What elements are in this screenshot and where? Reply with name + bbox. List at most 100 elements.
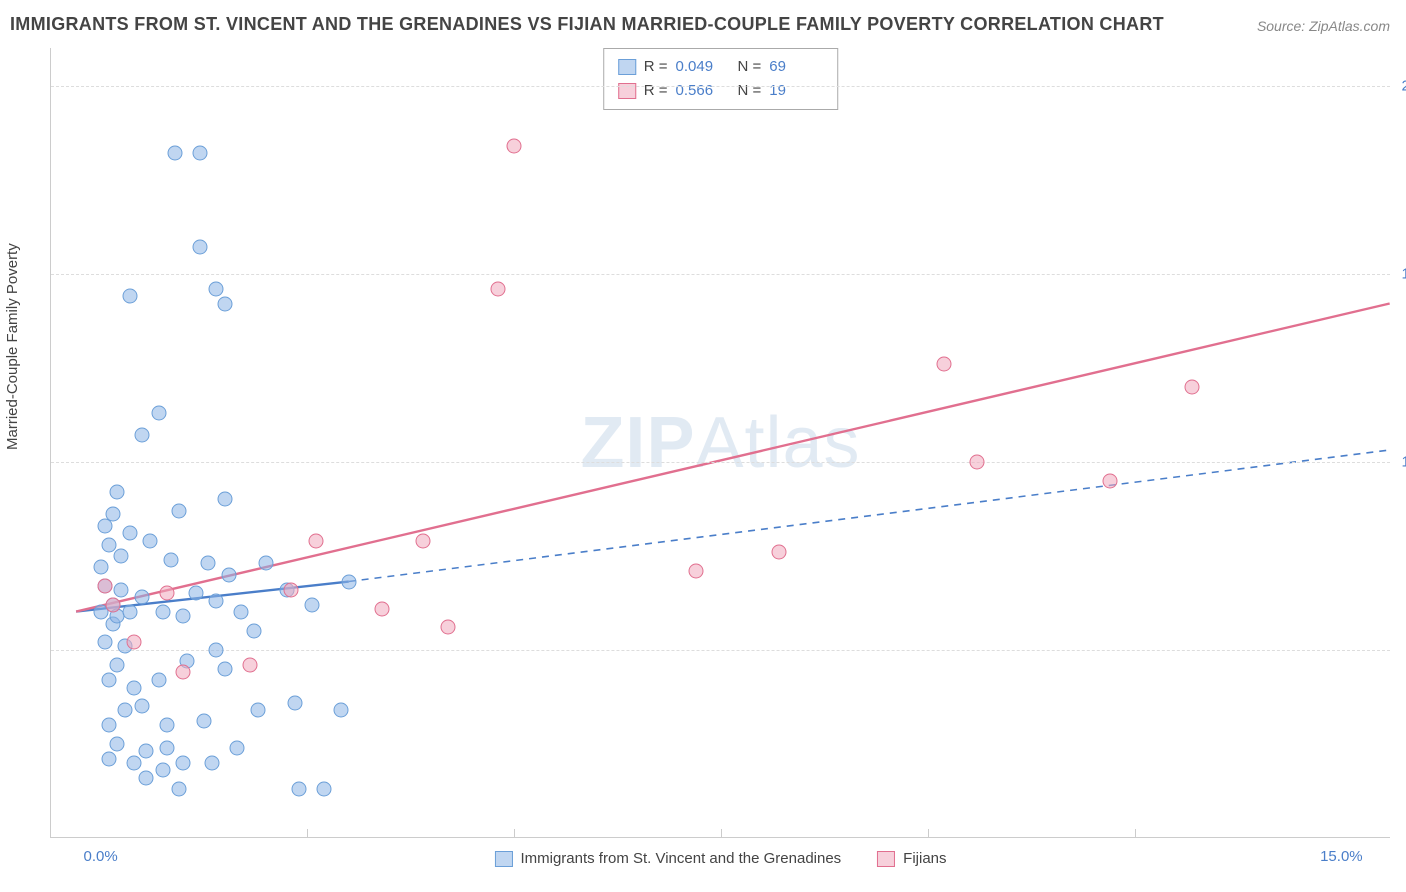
data-point bbox=[217, 492, 232, 507]
gridline bbox=[51, 650, 1390, 651]
data-point bbox=[304, 597, 319, 612]
data-point bbox=[110, 736, 125, 751]
data-point bbox=[246, 624, 261, 639]
data-point bbox=[689, 563, 704, 578]
data-point bbox=[283, 582, 298, 597]
data-point bbox=[163, 552, 178, 567]
data-point bbox=[155, 763, 170, 778]
data-point bbox=[101, 673, 116, 688]
x-tick-mark bbox=[928, 829, 929, 837]
data-point bbox=[172, 782, 187, 797]
data-point bbox=[308, 533, 323, 548]
data-point bbox=[234, 605, 249, 620]
data-point bbox=[221, 567, 236, 582]
data-point bbox=[126, 755, 141, 770]
x-tick-label: 0.0% bbox=[84, 848, 118, 865]
data-point bbox=[341, 575, 356, 590]
data-point bbox=[176, 755, 191, 770]
data-point bbox=[188, 586, 203, 601]
data-point bbox=[250, 703, 265, 718]
legend-swatch bbox=[877, 851, 895, 867]
data-point bbox=[122, 289, 137, 304]
data-point bbox=[97, 518, 112, 533]
y-axis-label: Married-Couple Family Poverty bbox=[4, 243, 21, 450]
data-point bbox=[97, 635, 112, 650]
data-point bbox=[230, 740, 245, 755]
gridline bbox=[51, 86, 1390, 87]
data-point bbox=[292, 782, 307, 797]
data-point bbox=[155, 605, 170, 620]
legend-row: R =0.049N =69 bbox=[618, 55, 824, 79]
data-point bbox=[288, 695, 303, 710]
legend-item: Fijians bbox=[877, 850, 946, 867]
legend-n-label: N = bbox=[738, 55, 762, 79]
data-point bbox=[122, 526, 137, 541]
data-point bbox=[114, 582, 129, 597]
legend-label: Immigrants from St. Vincent and the Gren… bbox=[520, 850, 841, 867]
data-point bbox=[333, 703, 348, 718]
data-point bbox=[106, 597, 121, 612]
data-point bbox=[110, 484, 125, 499]
data-point bbox=[143, 533, 158, 548]
data-point bbox=[771, 545, 786, 560]
data-point bbox=[197, 714, 212, 729]
data-point bbox=[242, 657, 257, 672]
legend-correlation: R =0.049N =69R =0.566N =19 bbox=[603, 48, 839, 110]
y-tick-label: 20.0% bbox=[1401, 77, 1406, 94]
gridline bbox=[51, 462, 1390, 463]
data-point bbox=[259, 556, 274, 571]
data-point bbox=[176, 665, 191, 680]
x-tick-mark bbox=[721, 829, 722, 837]
data-point bbox=[101, 752, 116, 767]
data-point bbox=[139, 770, 154, 785]
legend-r-label: R = bbox=[644, 79, 668, 103]
data-point bbox=[134, 699, 149, 714]
legend-swatch bbox=[494, 851, 512, 867]
data-point bbox=[209, 281, 224, 296]
x-tick-mark bbox=[514, 829, 515, 837]
legend-label: Fijians bbox=[903, 850, 946, 867]
data-point bbox=[490, 281, 505, 296]
data-point bbox=[134, 428, 149, 443]
data-point bbox=[134, 590, 149, 605]
legend-series: Immigrants from St. Vincent and the Gren… bbox=[494, 850, 946, 867]
legend-r-value: 0.566 bbox=[676, 79, 730, 103]
data-point bbox=[374, 601, 389, 616]
legend-r-label: R = bbox=[644, 55, 668, 79]
data-point bbox=[97, 578, 112, 593]
plot-area: ZIPAtlas R =0.049N =69R =0.566N =19 Immi… bbox=[50, 48, 1390, 838]
data-point bbox=[217, 661, 232, 676]
data-point bbox=[114, 548, 129, 563]
legend-swatch bbox=[618, 59, 636, 75]
data-point bbox=[205, 755, 220, 770]
x-tick-label: 15.0% bbox=[1320, 848, 1363, 865]
legend-n-value: 69 bbox=[769, 55, 823, 79]
data-point bbox=[151, 673, 166, 688]
gridline bbox=[51, 274, 1390, 275]
data-point bbox=[168, 146, 183, 161]
data-point bbox=[159, 586, 174, 601]
x-tick-mark bbox=[1135, 829, 1136, 837]
y-tick-label: 10.0% bbox=[1401, 453, 1406, 470]
data-point bbox=[1102, 473, 1117, 488]
trend-lines bbox=[51, 48, 1390, 837]
data-point bbox=[217, 296, 232, 311]
data-point bbox=[416, 533, 431, 548]
data-point bbox=[110, 657, 125, 672]
data-point bbox=[101, 537, 116, 552]
data-point bbox=[201, 556, 216, 571]
data-point bbox=[209, 594, 224, 609]
data-point bbox=[151, 405, 166, 420]
legend-item: Immigrants from St. Vincent and the Gren… bbox=[494, 850, 841, 867]
data-point bbox=[122, 605, 137, 620]
data-point bbox=[101, 718, 116, 733]
data-point bbox=[1185, 379, 1200, 394]
data-point bbox=[126, 635, 141, 650]
legend-n-label: N = bbox=[738, 79, 762, 103]
data-point bbox=[316, 782, 331, 797]
data-point bbox=[176, 609, 191, 624]
data-point bbox=[507, 138, 522, 153]
legend-row: R =0.566N =19 bbox=[618, 79, 824, 103]
data-point bbox=[192, 240, 207, 255]
data-point bbox=[192, 146, 207, 161]
